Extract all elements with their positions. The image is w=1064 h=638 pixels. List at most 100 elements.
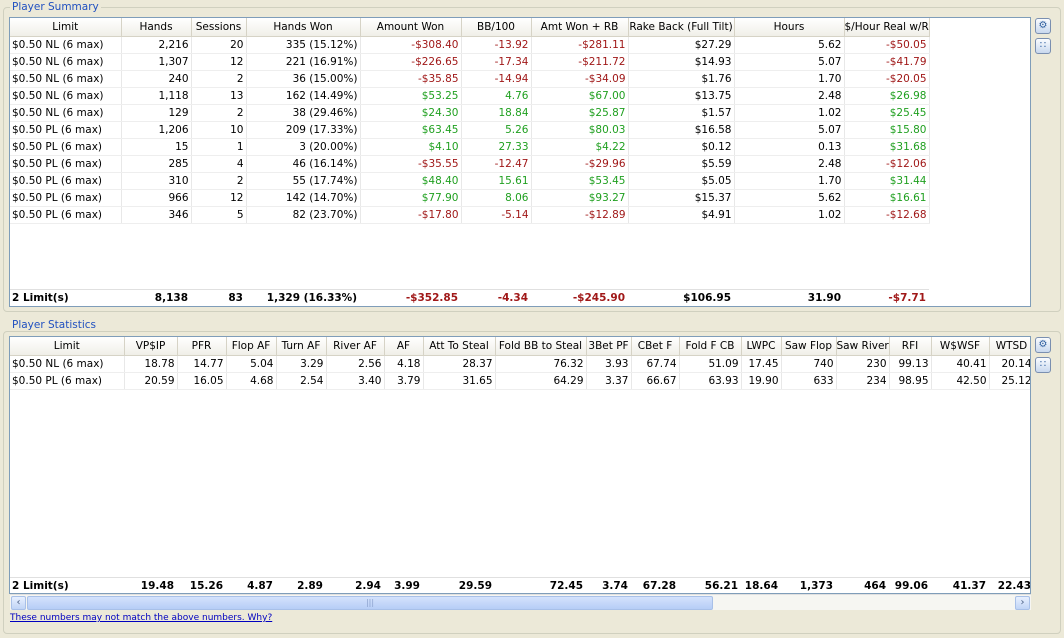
column-header[interactable]: Saw Flop [781,337,837,356]
table-row[interactable]: $0.50 PL (6 max) 20.59 16.05 4.68 2.54 3.40 3.… [10,372,1030,390]
total-cell: -$352.85 [405,292,458,304]
player-summary-table[interactable]: Limit Hands Sessions Hands Won Amount Won BB/… [9,17,1031,307]
table-cell: 28.37 [423,355,496,373]
column-header[interactable]: River AF [326,337,385,356]
table-cell: $31.68 [844,138,930,156]
horizontal-scrollbar[interactable]: ‹ ||| › [10,594,1031,610]
table-cell: 51.09 [679,355,742,373]
column-header[interactable]: Flop AF [226,337,277,356]
table-row[interactable]: $0.50 NL (6 max) 1,307 12 221 (16.91%) -$226… [10,53,930,71]
table-row[interactable]: $0.50 NL (6 max) 129 2 38 (29.46%) $24.30 18.… [10,104,930,122]
column-header[interactable]: 3Bet PF [586,337,632,356]
table-cell: $5.59 [628,155,735,173]
column-header[interactable]: Amt Won + RB [531,18,629,37]
wrench-icon[interactable]: ⚙ [1035,18,1051,34]
expand-icon[interactable]: ∷ [1035,357,1051,373]
table-row[interactable]: $0.50 PL (6 max) 15 1 3 (20.00%) $4.10 27.33 $… [10,138,930,156]
column-header[interactable]: AF [384,337,424,356]
column-header[interactable]: WTSD [989,337,1030,356]
table-row[interactable]: $0.50 NL (6 max) 1,118 13 162 (14.49%) $53.2… [10,87,930,105]
table-cell: -$50.05 [844,36,930,54]
table-row[interactable]: $0.50 NL (6 max) 18.78 14.77 5.04 3.29 2.56 4.… [10,355,1030,373]
table-cell: $67.00 [531,87,629,105]
wrench-icon[interactable]: ⚙ [1035,337,1051,353]
column-header[interactable]: Amount Won [360,18,462,37]
table-cell: 4.68 [226,372,277,390]
table-row[interactable]: $0.50 PL (6 max) 966 12 142 (14.70%) $77.90 8… [10,189,930,207]
table-cell: 12 [191,189,247,207]
column-header[interactable]: Hands [121,18,192,37]
table-cell: 234 [836,372,890,390]
column-header[interactable]: Rake Back (Full Tilt) [628,18,735,37]
total-cell: 99.06 [894,580,928,592]
table-cell: 8.06 [461,189,532,207]
total-cell: $106.95 [683,292,731,304]
table-cell: $0.50 PL (6 max) [10,372,125,390]
table-cell: 129 [121,104,192,122]
table-cell: 67.74 [631,355,680,373]
table-cell: 1.02 [734,104,845,122]
table-cell: $25.87 [531,104,629,122]
table-cell: $0.50 NL (6 max) [10,104,122,122]
column-header[interactable]: Turn AF [276,337,327,356]
table-cell: $93.27 [531,189,629,207]
table-cell: 20.59 [124,372,178,390]
table-cell: 46 (16.14%) [246,155,361,173]
column-header[interactable]: Sessions [191,18,247,37]
column-header[interactable]: BB/100 [461,18,532,37]
chevron-right-icon[interactable]: › [1015,596,1030,610]
column-header[interactable]: LWPC [741,337,782,356]
table-row[interactable]: $0.50 NL (6 max) 2,216 20 335 (15.12%) -$308… [10,36,930,54]
why-link[interactable]: These numbers may not match the above nu… [10,613,273,623]
total-cell: 2.94 [355,580,381,592]
column-header[interactable]: Fold BB to Steal [495,337,587,356]
chevron-left-icon[interactable]: ‹ [11,596,26,610]
table-cell: 63.93 [679,372,742,390]
table-cell: 5.62 [734,189,845,207]
column-header[interactable]: PFR [177,337,227,356]
column-header[interactable]: Limit [10,337,125,356]
table-cell: 4 [191,155,247,173]
table-cell: $0.50 PL (6 max) [10,189,122,207]
table-cell: $0.50 NL (6 max) [10,53,122,71]
total-cell: 31.90 [807,292,841,304]
column-header[interactable]: Saw River [836,337,890,356]
column-header[interactable]: RFI [889,337,932,356]
table-cell: $0.12 [628,138,735,156]
table-cell: -$20.05 [844,70,930,88]
table-cell: 82 (23.70%) [246,206,361,224]
table-row[interactable]: $0.50 PL (6 max) 310 2 55 (17.74%) $48.40 15.… [10,172,930,190]
column-header[interactable]: CBet F [631,337,680,356]
table-cell: 1.70 [734,70,845,88]
table-row[interactable]: $0.50 PL (6 max) 285 4 46 (16.14%) -$35.55 -1… [10,155,930,173]
table-cell: 633 [781,372,837,390]
expand-icon[interactable]: ∷ [1035,38,1051,54]
column-header[interactable]: Limit [10,18,122,37]
table-cell: 5.04 [226,355,277,373]
table-cell: -5.14 [461,206,532,224]
column-header[interactable]: Att To Steal [423,337,496,356]
table-row[interactable]: $0.50 PL (6 max) 346 5 82 (23.70%) -$17.80 -5… [10,206,930,224]
table-row[interactable]: $0.50 NL (6 max) 240 2 36 (15.00%) -$35.85 -1… [10,70,930,88]
column-header[interactable]: Hands Won [246,18,361,37]
table-cell: 2 [191,70,247,88]
column-header[interactable]: $/Hour Real w/RB [844,18,930,37]
column-header[interactable]: Hours [734,18,845,37]
table-cell: -$34.09 [531,70,629,88]
column-header[interactable]: VP$IP [124,337,178,356]
table-cell: $1.76 [628,70,735,88]
table-cell: 3.79 [384,372,424,390]
total-cell: 4.87 [247,580,273,592]
column-header[interactable]: W$WSF [931,337,990,356]
table-cell: 38 (29.46%) [246,104,361,122]
column-header[interactable]: Fold F CB [679,337,742,356]
player-summary-group [3,7,1061,312]
player-statistics-table[interactable]: Limit VP$IP PFR Flop AF Turn AF River AF AF Att… [9,336,1031,594]
table-row[interactable]: $0.50 PL (6 max) 1,206 10 209 (17.33%) $63.4… [10,121,930,139]
table-cell: 2.54 [276,372,327,390]
table-cell: -$308.40 [360,36,462,54]
table-cell: 19.90 [741,372,782,390]
table-cell: -$12.68 [844,206,930,224]
scrollbar-thumb[interactable]: ||| [27,596,713,610]
table-cell: 42.50 [931,372,990,390]
